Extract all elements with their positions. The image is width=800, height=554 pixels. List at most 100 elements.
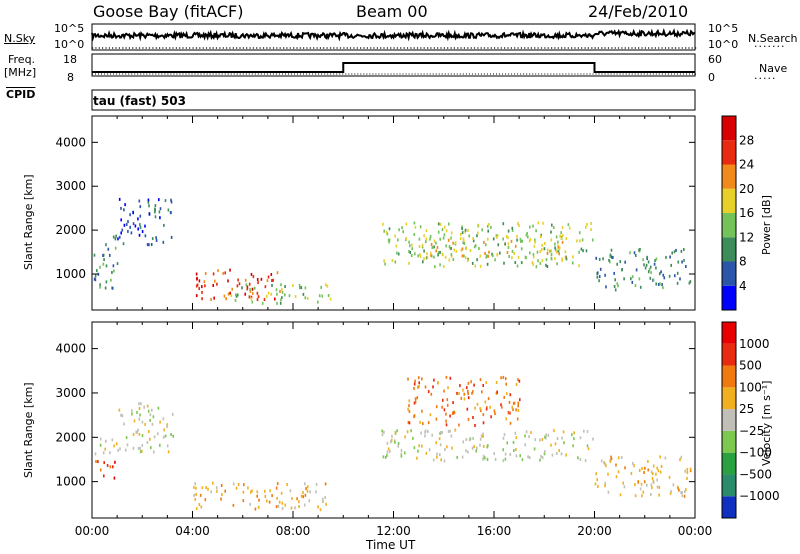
velocity-colorbar-swatch — [722, 409, 736, 431]
power-echo-cell — [384, 262, 386, 266]
velocity-echo-cell — [515, 436, 518, 440]
power-echo-cell — [253, 286, 256, 290]
power-echo-cell — [513, 252, 516, 255]
velocity-echo-cell — [604, 481, 607, 485]
power-echo-cell — [433, 255, 435, 259]
velocity-echo-cell — [416, 396, 419, 400]
power-echo-cell — [634, 284, 637, 287]
power-echo-cell — [434, 265, 436, 269]
velocity-echo-cell — [639, 487, 642, 491]
velocity-echo-cell — [646, 483, 648, 487]
power-echo-cell — [648, 267, 651, 271]
power-echo-cell — [554, 242, 556, 246]
power-echo-cell — [266, 279, 269, 283]
power-echo-cell — [546, 265, 549, 268]
velocity-echo-cell — [473, 383, 475, 387]
velocity-echo-cell — [111, 438, 114, 442]
velocity-echo-cell — [424, 385, 427, 389]
velocity-echo-cell — [551, 453, 554, 457]
velocity-echo-cell — [482, 421, 485, 425]
power-echo-cell — [494, 258, 496, 262]
power-echo-cell — [495, 234, 498, 238]
velocity-echo-cell — [463, 392, 466, 396]
power-echo-cell — [137, 227, 139, 231]
velocity-echo-cell — [441, 405, 443, 409]
velocity-colorbar-tick: −500 — [739, 467, 772, 481]
power-echo-cell — [223, 294, 226, 298]
power-echo-cell — [204, 272, 207, 275]
velocity-echo-cell — [467, 392, 469, 396]
velocity-echo-cell — [417, 385, 419, 389]
power-echo-cell — [236, 293, 239, 297]
velocity-echo-cell — [459, 384, 461, 388]
power-echo-cell — [638, 277, 641, 281]
velocity-echo-cell — [482, 444, 485, 448]
velocity-echo-cell — [543, 452, 546, 456]
velocity-echo-cell — [650, 483, 653, 487]
velocity-colorbar-tick: 100 — [739, 380, 762, 394]
power-echo-cell — [502, 237, 504, 241]
power-echo-cell — [520, 247, 523, 251]
power-echo-cell — [97, 272, 100, 276]
velocity-echo-cell — [686, 476, 688, 480]
velocity-echo-cell — [121, 414, 124, 418]
velocity-echo-cell — [302, 490, 304, 494]
velocity-echo-cell — [427, 421, 430, 425]
power-echo-cell — [531, 261, 534, 265]
velocity-echo-cell — [321, 497, 324, 501]
power-echo-cell — [659, 272, 661, 276]
power-echo-cell — [274, 297, 276, 301]
velocity-echo-cell — [408, 404, 410, 408]
velocity-echo-cell — [421, 409, 423, 413]
power-echo-cell — [256, 291, 259, 295]
power-echo-cell — [137, 217, 139, 221]
power-echo-cell — [447, 238, 450, 242]
power-echo-cell — [668, 274, 671, 278]
power-echo-cell — [150, 243, 153, 246]
power-echo-cell — [452, 258, 455, 261]
power-echo-cell — [214, 279, 216, 283]
power-echo-cell — [110, 278, 112, 282]
velocity-echo-cell — [153, 450, 155, 454]
velocity-echo-cell — [482, 434, 484, 438]
power-echo-cell — [203, 280, 206, 284]
velocity-echo-cell — [162, 435, 165, 439]
power-echo-cell — [537, 259, 539, 263]
x-axis-label: Time UT — [366, 538, 416, 552]
velocity-echo-cell — [290, 506, 293, 510]
velocity-echo-cell — [141, 420, 144, 424]
velocity-echo-cell — [435, 441, 437, 445]
power-echo-cell — [551, 223, 553, 227]
velocity-echo-cell — [445, 419, 447, 423]
velocity-echo-cell — [397, 444, 399, 448]
power-echo-cell — [646, 255, 648, 259]
x-tick-label: 16:00 — [477, 524, 512, 538]
power-echo-cell — [326, 284, 329, 288]
velocity-echo-cell — [381, 433, 384, 437]
velocity-echo-cell — [418, 444, 420, 448]
power-echo-cell — [401, 226, 403, 230]
power-echo-cell — [679, 277, 681, 281]
velocity-echo-cell — [465, 438, 468, 441]
power-echo-cell — [510, 239, 513, 243]
x-tick-label: 12:00 — [376, 524, 411, 538]
power-echo-cell — [419, 255, 422, 258]
power-echo-cell — [520, 239, 522, 243]
freq-label-2: [MHz] — [4, 66, 37, 79]
velocity-echo-cell — [502, 459, 505, 463]
power-echo-cell — [419, 253, 421, 257]
velocity-echo-cell — [684, 469, 686, 473]
power-colorbar-tick: 4 — [739, 279, 747, 293]
velocity-echo-cell — [138, 407, 141, 410]
velocity-echo-cell — [413, 401, 416, 405]
velocity-echo-cell — [511, 405, 513, 409]
velocity-echo-cell — [684, 490, 686, 494]
velocity-echo-cell — [517, 401, 520, 405]
power-echo-cell — [212, 272, 215, 276]
power-echo-cell — [614, 278, 616, 282]
velocity-echo-cell — [162, 417, 165, 421]
power-echo-cell — [463, 242, 466, 245]
power-echo-cell — [564, 255, 567, 259]
velocity-echo-cell — [153, 435, 156, 439]
power-echo-cell — [132, 211, 134, 215]
